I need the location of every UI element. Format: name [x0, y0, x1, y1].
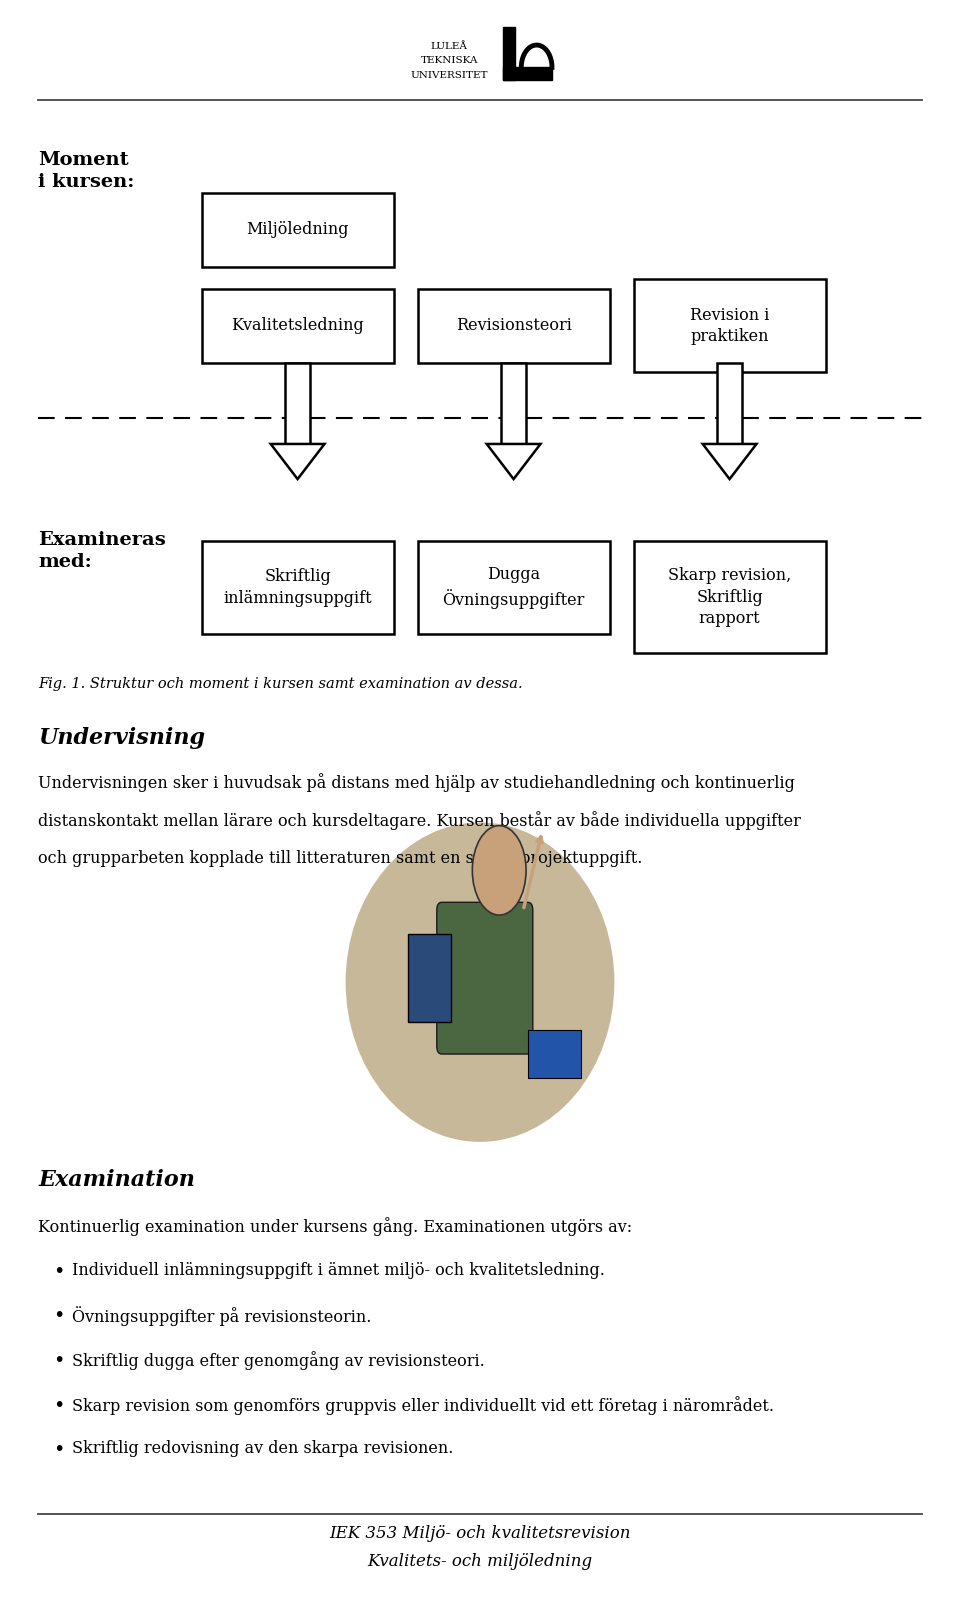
Bar [202, 541, 394, 634]
Text: LULEÅ: LULEÅ [431, 42, 468, 51]
Polygon shape [703, 444, 756, 479]
Text: Miljöledning: Miljöledning [247, 222, 348, 238]
Bar [634, 541, 826, 653]
Text: Kontinuerlig examination under kursens gång. Examinationen utgörs av:: Kontinuerlig examination under kursens g… [38, 1217, 633, 1236]
Text: •: • [53, 1351, 64, 1370]
Bar [418, 541, 610, 634]
Text: Individuell inlämningsuppgift i ämnet miljö- och kvalitetsledning.: Individuell inlämningsuppgift i ämnet mi… [72, 1262, 605, 1279]
Ellipse shape [346, 822, 614, 1142]
Bar [503, 27, 515, 80]
Bar [202, 193, 394, 267]
FancyBboxPatch shape [437, 902, 533, 1054]
Text: Examination: Examination [38, 1169, 195, 1191]
Text: IEK 353 Miljö- och kvalitetsrevision: IEK 353 Miljö- och kvalitetsrevision [329, 1525, 631, 1541]
Text: Kvalitets- och miljöledning: Kvalitets- och miljöledning [368, 1554, 592, 1570]
Text: •: • [53, 1396, 64, 1415]
Text: Undervisningen sker i huvudsak på distans med hjälp av studiehandledning och kon: Undervisningen sker i huvudsak på distan… [38, 773, 795, 792]
Text: Skriftlig
inlämningsuppgift: Skriftlig inlämningsuppgift [224, 569, 372, 607]
Text: Revision i
praktiken: Revision i praktiken [690, 307, 769, 345]
Text: UNIVERSITET: UNIVERSITET [411, 70, 488, 80]
Text: Undervisning: Undervisning [38, 727, 205, 749]
Bar [503, 67, 552, 80]
FancyBboxPatch shape [528, 1030, 581, 1078]
Text: Kvalitetsledning: Kvalitetsledning [231, 318, 364, 334]
Polygon shape [487, 444, 540, 479]
FancyBboxPatch shape [408, 934, 451, 1022]
Bar [717, 363, 742, 444]
Text: •: • [53, 1262, 64, 1281]
Text: Skriftlig dugga efter genomgång av revisionsteori.: Skriftlig dugga efter genomgång av revis… [72, 1351, 485, 1370]
Bar [501, 363, 526, 444]
Text: Övningsuppgifter på revisionsteorin.: Övningsuppgifter på revisionsteorin. [72, 1306, 372, 1326]
Bar [202, 289, 394, 363]
Text: Moment
i kursen:: Moment i kursen: [38, 150, 134, 192]
Text: distanskontakt mellan lärare och kursdeltagare. Kursen består av både individuel: distanskontakt mellan lärare och kursdel… [38, 811, 802, 830]
Polygon shape [271, 444, 324, 479]
Text: •: • [53, 1306, 64, 1326]
Text: Skarp revision,
Skriftlig
rapport: Skarp revision, Skriftlig rapport [668, 567, 791, 628]
Bar [418, 289, 610, 363]
Text: Skarp revision som genomförs gruppvis eller individuellt vid ett företag i närom: Skarp revision som genomförs gruppvis el… [72, 1396, 774, 1415]
Bar [634, 279, 826, 372]
Text: Skriftlig redovisning av den skarpa revisionen.: Skriftlig redovisning av den skarpa revi… [72, 1440, 453, 1458]
Text: och grupparbeten kopplade till litteraturen samt en större projektuppgift.: och grupparbeten kopplade till litteratu… [38, 850, 643, 867]
Circle shape [472, 826, 526, 915]
Text: Dugga
Övningsuppgifter: Dugga Övningsuppgifter [443, 567, 585, 608]
Text: Examineras
med:: Examineras med: [38, 530, 166, 572]
Bar [285, 363, 310, 444]
Text: TEKNISKA: TEKNISKA [420, 56, 478, 65]
Text: Revisionsteori: Revisionsteori [456, 318, 571, 334]
Text: •: • [53, 1440, 64, 1460]
Text: Fig. 1. Struktur och moment i kursen samt examination av dessa.: Fig. 1. Struktur och moment i kursen sam… [38, 677, 523, 692]
